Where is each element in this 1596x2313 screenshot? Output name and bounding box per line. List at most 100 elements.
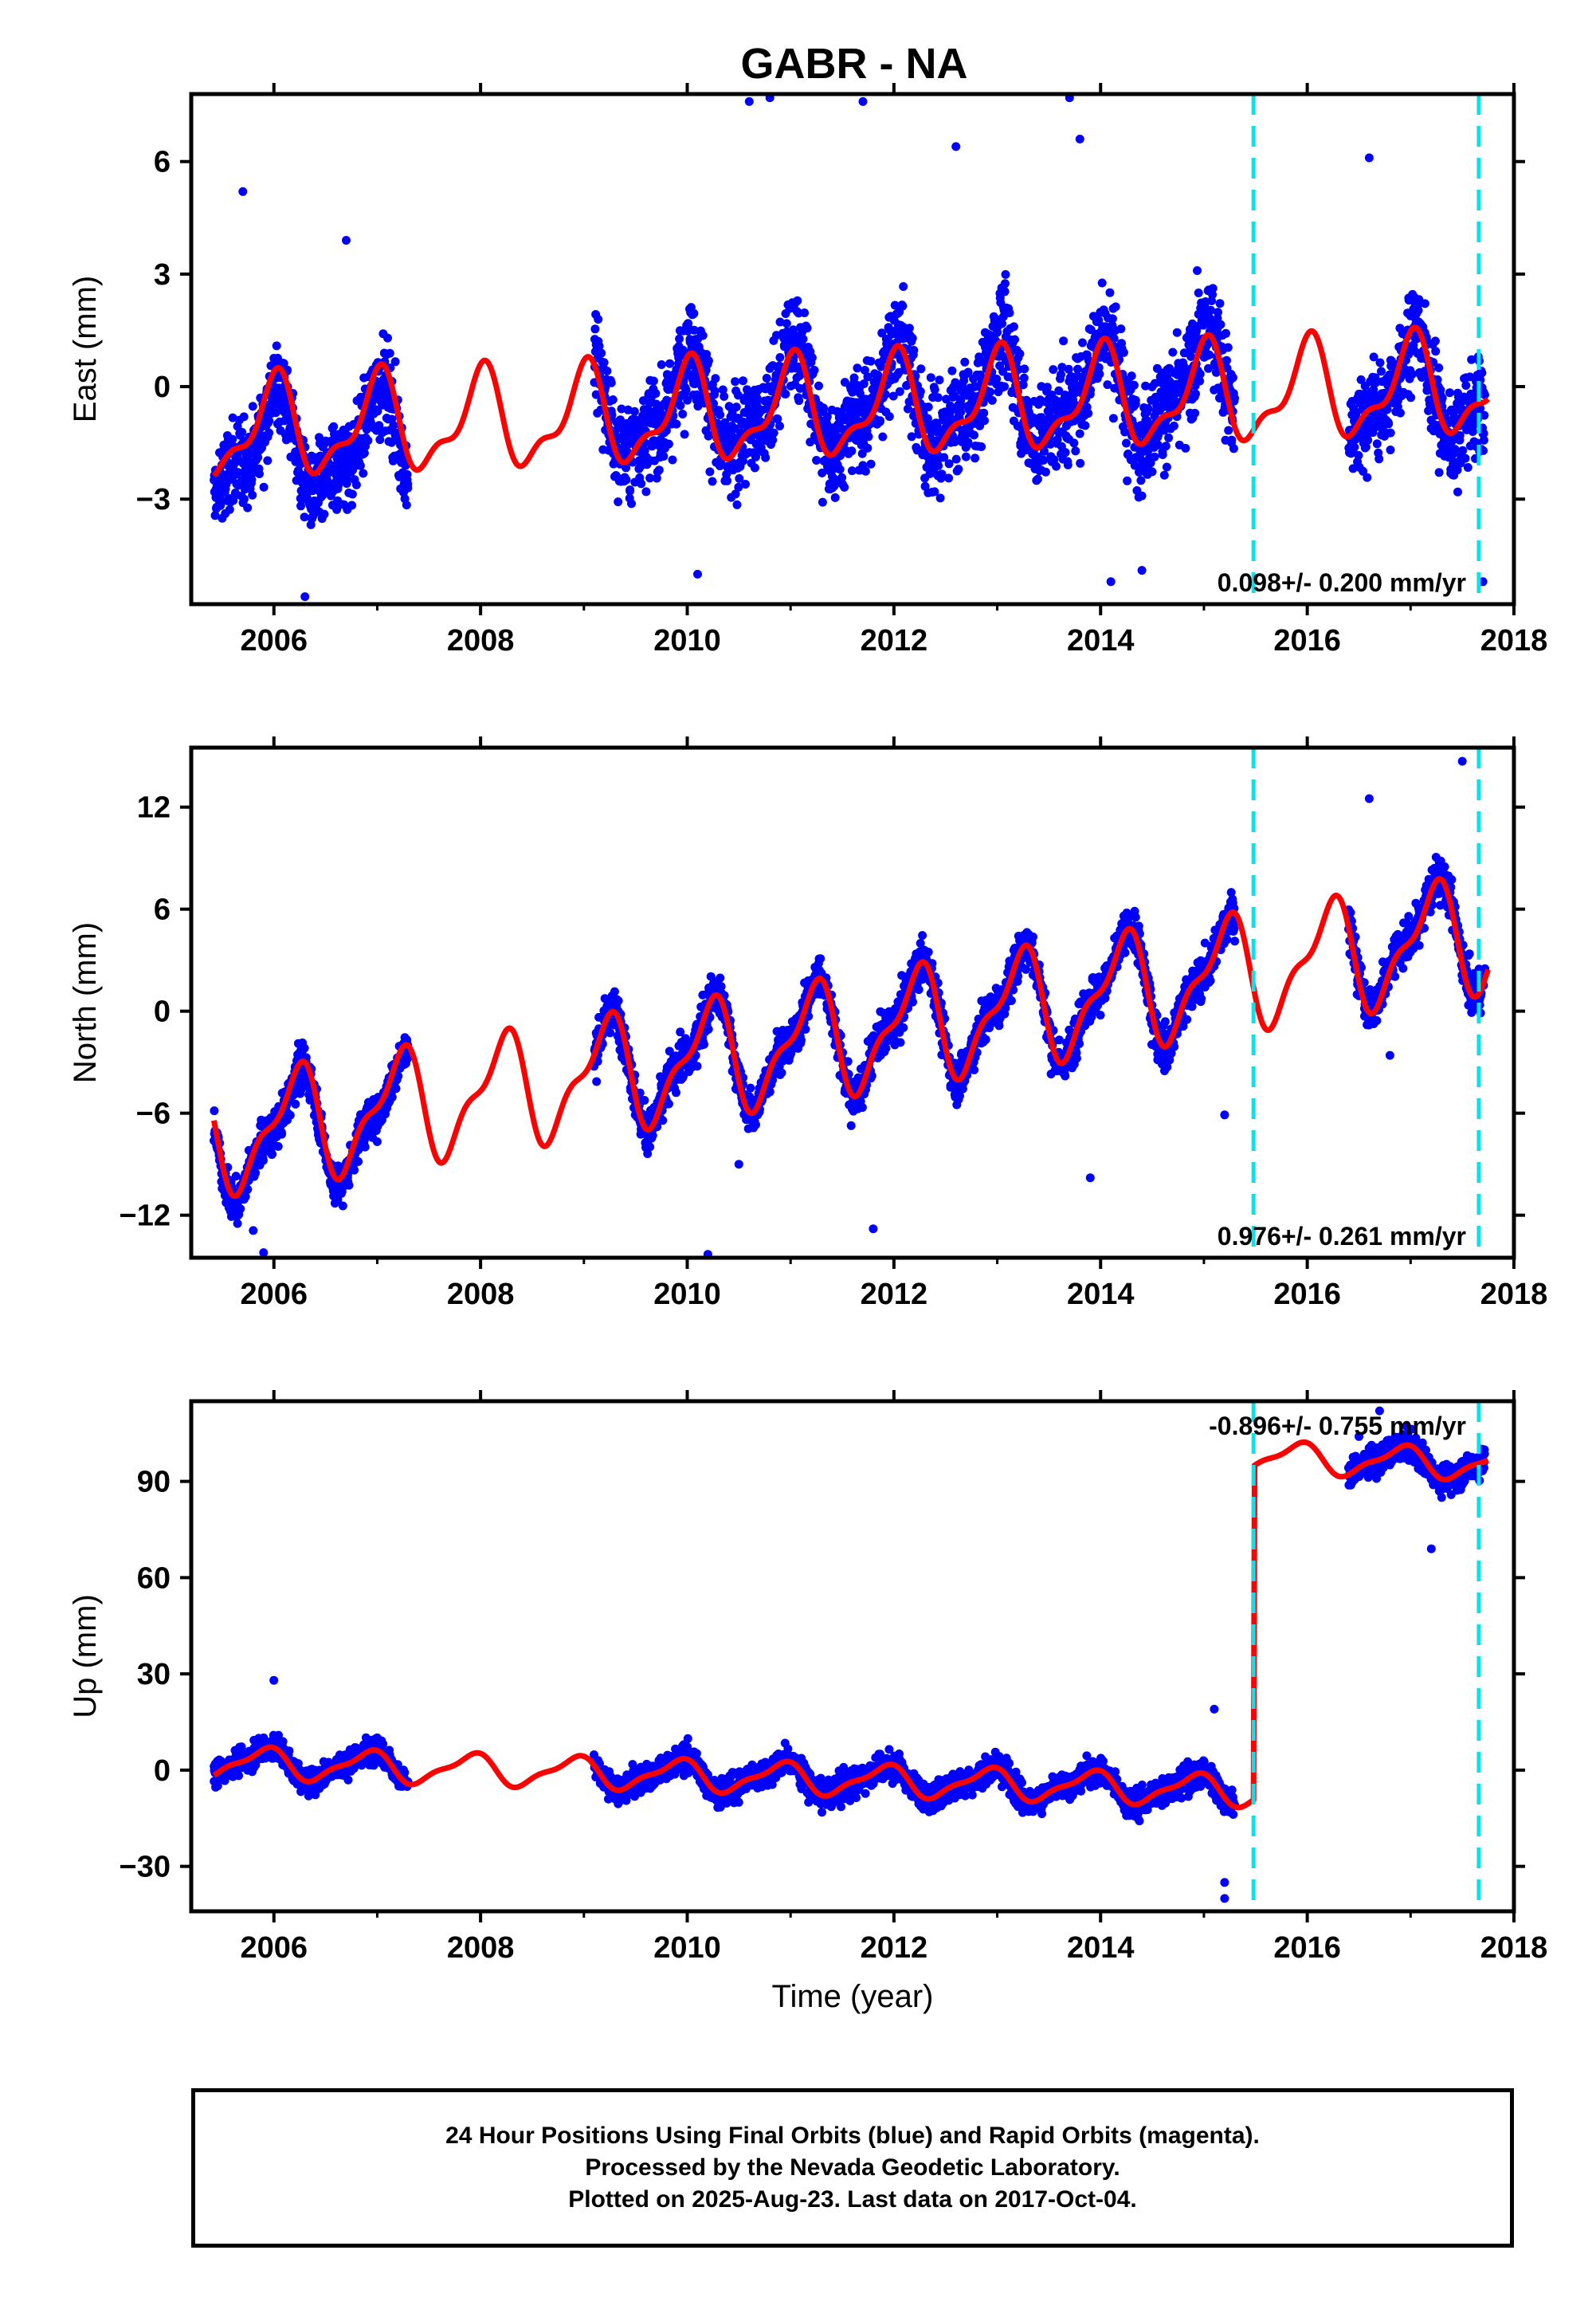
data-point	[1479, 446, 1488, 455]
data-point	[1075, 429, 1084, 438]
data-point	[951, 142, 961, 151]
data-point	[960, 357, 970, 367]
data-point	[1369, 352, 1378, 362]
data-point	[705, 467, 715, 477]
data-point	[1465, 372, 1475, 382]
data-point	[354, 1156, 363, 1166]
data-point	[1095, 369, 1104, 379]
data-point	[1377, 367, 1386, 376]
data-point	[592, 1077, 602, 1086]
data-point	[933, 393, 943, 403]
data-point	[1190, 408, 1200, 418]
data-point	[389, 421, 398, 430]
data-point	[678, 410, 688, 418]
data-point	[781, 389, 790, 399]
data-point	[801, 1024, 810, 1034]
data-point	[1195, 376, 1205, 386]
data-point	[359, 449, 369, 457]
data-point	[847, 446, 857, 456]
data-point	[629, 406, 639, 416]
data-point	[1384, 419, 1394, 429]
data-point	[708, 477, 717, 486]
data-point	[1065, 94, 1074, 103]
data-point	[739, 456, 747, 465]
data-point	[225, 505, 234, 514]
data-point	[1063, 460, 1072, 469]
data-point	[963, 438, 973, 447]
data-point	[1141, 381, 1151, 391]
data-point	[876, 362, 886, 371]
data-point	[863, 443, 873, 453]
data-point	[1480, 410, 1489, 420]
data-point	[704, 356, 713, 366]
data-point	[641, 487, 651, 497]
data-point	[731, 489, 740, 499]
data-point	[277, 1129, 286, 1139]
data-point	[1049, 365, 1058, 375]
data-point	[1018, 380, 1028, 390]
data-point	[680, 430, 689, 439]
data-point	[857, 1103, 867, 1112]
data-point	[622, 475, 631, 485]
data-point	[614, 497, 623, 507]
data-point	[599, 358, 609, 367]
data-point	[251, 1168, 261, 1178]
data-point	[947, 366, 957, 375]
data-point	[881, 1043, 891, 1053]
data-point	[265, 428, 274, 438]
chart-title: GABR - NA	[741, 40, 968, 88]
data-point	[1363, 473, 1372, 482]
data-point	[649, 376, 658, 386]
data-point	[1049, 455, 1059, 465]
data-point	[998, 319, 1007, 328]
data-point	[1164, 433, 1174, 442]
data-point	[1010, 335, 1019, 344]
data-point	[853, 363, 862, 373]
data-point	[1450, 445, 1460, 454]
east-frame	[189, 92, 1516, 607]
y-tick-label: 0	[154, 371, 171, 404]
data-point	[923, 414, 932, 423]
y-tick-label: 6	[154, 146, 171, 179]
data-point	[864, 432, 873, 442]
data-point	[1467, 355, 1476, 364]
data-point	[916, 387, 925, 396]
data-point	[859, 379, 869, 388]
data-point	[1382, 405, 1392, 414]
x-tick-label: 2014	[1067, 624, 1135, 658]
data-point	[233, 468, 243, 477]
data-point	[594, 315, 603, 324]
data-point	[944, 459, 954, 469]
x-tick-label: 2018	[1480, 624, 1548, 658]
data-point	[812, 456, 822, 465]
data-point	[1015, 349, 1025, 359]
data-point	[602, 367, 612, 375]
data-point	[761, 453, 771, 462]
data-point	[731, 377, 740, 387]
data-point	[937, 469, 947, 479]
data-point	[342, 479, 351, 489]
data-point	[1064, 364, 1073, 374]
data-point	[1463, 463, 1472, 472]
data-point	[1137, 566, 1147, 575]
data-point	[248, 490, 257, 500]
data-point	[793, 296, 802, 305]
data-point	[1057, 363, 1067, 372]
data-point	[385, 348, 394, 358]
data-point	[930, 487, 939, 497]
data-point	[1097, 278, 1107, 288]
data-point	[899, 1023, 908, 1032]
data-point	[258, 1156, 268, 1165]
data-point	[1434, 468, 1444, 477]
data-point	[704, 1024, 713, 1034]
data-point	[753, 395, 763, 405]
data-point	[265, 416, 274, 426]
data-point	[1437, 393, 1447, 403]
data-point	[351, 480, 361, 489]
north-data-series	[210, 756, 1490, 1258]
data-point	[683, 395, 692, 405]
x-tick-label: 2012	[861, 624, 928, 658]
data-point	[1356, 375, 1366, 384]
data-point	[658, 1116, 668, 1125]
data-point	[1229, 444, 1238, 454]
